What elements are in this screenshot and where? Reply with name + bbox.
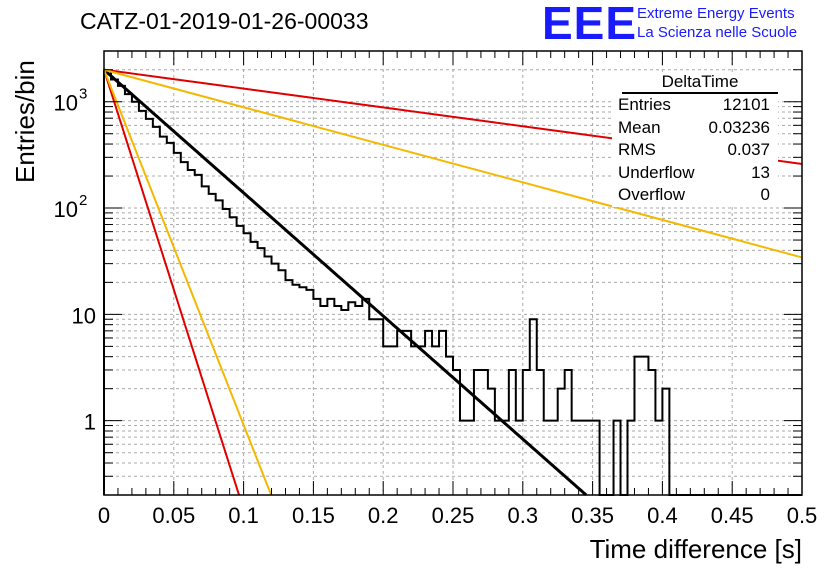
- stats-label: RMS: [618, 140, 656, 159]
- x-tick-label: 0.2: [368, 503, 399, 528]
- x-tick-label: 0.3: [508, 503, 539, 528]
- y-axis-label: Entries/bin: [10, 60, 40, 183]
- stats-value: 13: [751, 162, 770, 182]
- y-tick-label-exponent: 2: [79, 192, 87, 209]
- x-tick-label: 0.5: [787, 503, 818, 528]
- stats-row-mean: Mean 0.03236: [612, 117, 778, 140]
- histogram-outline: [103, 69, 802, 496]
- axes-layer: [103, 50, 803, 496]
- stats-row-underflow: Underflow 13: [612, 162, 778, 185]
- stats-value: 0: [760, 185, 770, 204]
- logo-caption-line2: La Scienza nelle Scuole: [637, 24, 798, 41]
- y-tick-label: 10: [72, 303, 96, 328]
- stats-value: 0.03236: [708, 117, 770, 137]
- x-tick-label: 0.25: [432, 503, 475, 528]
- y-tick-label: 1: [84, 410, 96, 435]
- x-tick-label: 0.1: [228, 503, 259, 528]
- x-tick-label: 0: [98, 503, 110, 528]
- fit-curves-layer: [103, 68, 803, 497]
- stats-label: Underflow: [618, 162, 695, 182]
- x-tick-label: 0.45: [711, 503, 754, 528]
- histogram-layer: [103, 69, 802, 496]
- y-tick-label: 10: [54, 197, 78, 222]
- x-tick-label: 0.15: [292, 503, 335, 528]
- x-tick-label: 0.05: [152, 503, 195, 528]
- stats-row-entries: Entries 12101: [612, 94, 778, 117]
- stats-label: Overflow: [618, 185, 686, 204]
- x-tick-label: 0.4: [647, 503, 678, 528]
- stats-label: Mean: [618, 117, 661, 137]
- logo-caption: Extreme Energy Events La Scienza nelle S…: [637, 4, 797, 42]
- stats-title: DeltaTime: [622, 72, 778, 94]
- fit-curve-4: [103, 69, 273, 496]
- eee-logo: EEE: [542, 0, 638, 49]
- stats-row-overflow: Overflow 0: [612, 184, 778, 207]
- stats-box: DeltaTime Entries 12101 Mean 0.03236 RMS…: [612, 72, 778, 207]
- stats-value: 0.037: [727, 140, 770, 159]
- logo-caption-line1: Extreme Energy Events: [637, 5, 795, 22]
- y-tick-label: 10: [54, 91, 78, 116]
- stats-row-rms: RMS 0.037: [612, 139, 778, 162]
- fit-curve-3: [103, 69, 240, 496]
- x-axis-label: Time difference [s]: [589, 534, 802, 564]
- stats-value: 12101: [722, 95, 770, 114]
- fit-curve-0: [103, 68, 588, 497]
- tick-labels-layer: 0 0.05 0.1 0.15 0.2 0.25 0.3 0.35 0.4 0.45 0.5 1 10 1…: [54, 86, 818, 528]
- x-tick-label: 0.35: [571, 503, 614, 528]
- chart-title: CATZ-01-2019-01-26-00033: [80, 8, 369, 34]
- fit-curve-2: [103, 68, 803, 259]
- stats-label: Entries: [618, 95, 671, 114]
- y-tick-label-exponent: 3: [79, 86, 87, 103]
